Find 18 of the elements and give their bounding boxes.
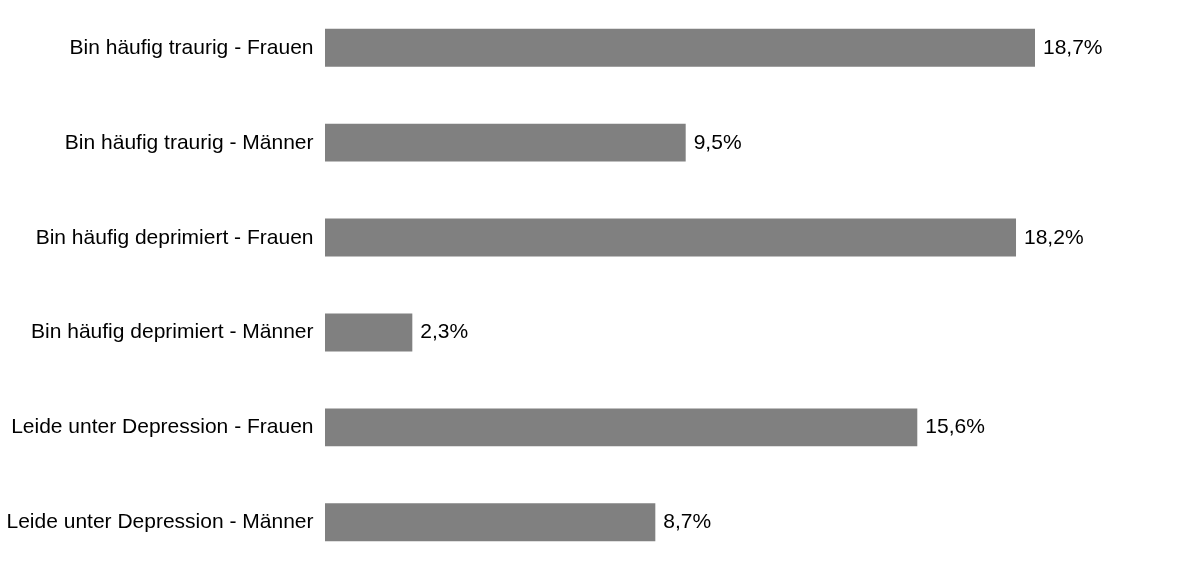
- bar: [325, 218, 1017, 257]
- data-label: 8,7%: [663, 509, 712, 533]
- y-tick-label: Bin häufig deprimiert - Männer: [31, 319, 314, 343]
- y-tick-label: Leide unter Depression - Frauen: [11, 414, 314, 438]
- y-tick-label: Bin häufig traurig - Frauen: [69, 34, 314, 58]
- bar: [325, 123, 686, 162]
- bar: [325, 313, 413, 352]
- data-label: 2,3%: [420, 319, 469, 343]
- bar: [325, 28, 1035, 67]
- y-tick-label: Leide unter Depression - Männer: [6, 509, 314, 533]
- data-label: 9,5%: [693, 129, 742, 153]
- bar: [325, 503, 656, 542]
- bar: [325, 408, 918, 447]
- data-label: 18,2%: [1024, 224, 1084, 248]
- data-label: 15,6%: [925, 414, 985, 438]
- data-label: 18,7%: [1043, 34, 1103, 58]
- y-tick-label: Bin häufig traurig - Männer: [64, 129, 314, 153]
- y-tick-label: Bin häufig deprimiert - Frauen: [35, 224, 314, 248]
